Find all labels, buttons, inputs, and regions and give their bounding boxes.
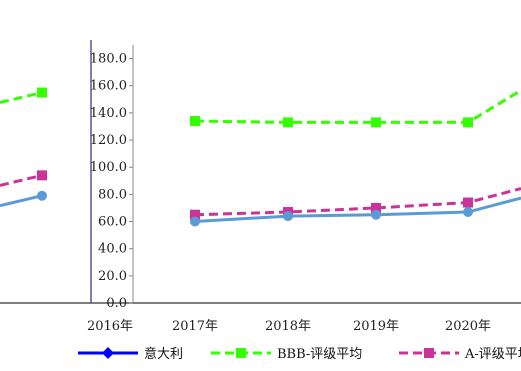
data-point — [463, 207, 473, 218]
series-line — [194, 89, 521, 124]
y-tick-label: 160.0 — [90, 79, 127, 94]
data-point — [463, 117, 473, 128]
data-point — [371, 202, 381, 213]
data-point — [283, 117, 293, 128]
legend-item-1: BBB-评级平均 — [211, 347, 362, 362]
y-tick-label: 120.0 — [90, 133, 127, 148]
legend-label: 意大利 — [144, 346, 183, 362]
series-line-left — [0, 91, 43, 104]
y-tick-label: 80.0 — [98, 187, 127, 202]
data-point — [424, 348, 434, 358]
y-tick-label: 60.0 — [98, 215, 127, 230]
data-point — [37, 190, 47, 201]
legend-label: BBB-评级平均 — [277, 347, 362, 362]
data-point — [37, 170, 47, 181]
series-line — [194, 187, 521, 217]
series-line-left — [0, 173, 43, 187]
y-tick-label: 140.0 — [90, 106, 127, 121]
x-tick-label: 2017年 — [172, 319, 218, 334]
legend: 意大利 BBB-评级平均 A-评级平均 — [78, 346, 521, 362]
y-tick-label: 0.0 — [106, 296, 127, 311]
data-point — [371, 209, 381, 220]
x-tick-label: 2018年 — [265, 319, 311, 334]
legend-item-0: 意大利 — [78, 346, 183, 362]
y-tick-label: 40.0 — [98, 242, 127, 257]
y-tick-label: 20.0 — [98, 269, 127, 284]
x-tick-label: 2020年 — [445, 319, 491, 334]
x-tick-label: 2019年 — [353, 319, 399, 334]
series-layer — [0, 87, 521, 227]
legend-item-2: A-评级平均 — [399, 347, 521, 362]
x-tick-label: 2016年 — [87, 319, 133, 334]
data-point — [283, 211, 293, 222]
series-3 — [0, 190, 521, 227]
series-1 — [0, 87, 521, 128]
series-line-left — [0, 194, 43, 208]
data-point — [371, 117, 381, 128]
y-tick-label: 180.0 — [90, 52, 127, 67]
data-point — [190, 216, 200, 227]
data-point — [463, 197, 473, 208]
data-point — [37, 87, 47, 98]
axis-layer: 0.0 20.0 40.0 60.0 80.0 100.0 120.0 140.0 160.0 1… — [0, 40, 521, 334]
data-point — [102, 347, 114, 359]
data-point — [190, 116, 200, 127]
legend-label: A-评级平均 — [464, 347, 521, 362]
data-point — [236, 348, 246, 358]
data-point — [190, 209, 200, 220]
y-tick-label: 100.0 — [90, 160, 127, 175]
